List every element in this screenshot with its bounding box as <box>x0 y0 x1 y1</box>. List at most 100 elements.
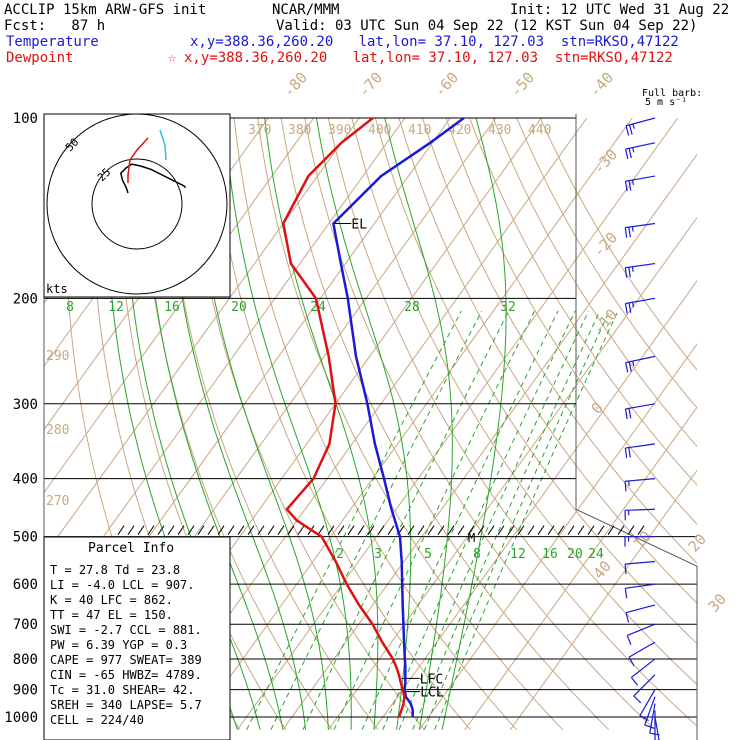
dry-adiabat-lines <box>65 117 697 731</box>
wind-barb-staff <box>625 142 656 150</box>
wind-barb-staff <box>625 297 656 305</box>
pressure-tick-label: 500 <box>13 530 38 546</box>
parcel-row: LI = -4.0 LCL = 907. <box>50 578 195 592</box>
dry-adiabat-line <box>210 117 471 731</box>
mixing-ratio-line <box>270 310 483 730</box>
mixing-ratio-label: 12 <box>510 547 526 562</box>
theta-label: 370 <box>248 123 271 138</box>
isotherm-line <box>373 280 697 730</box>
isotherm-label: -30 <box>590 145 622 177</box>
moist-adiabat-line <box>143 117 284 730</box>
pressure-tick-label: 300 <box>13 397 38 413</box>
wind-barb-flag <box>632 360 635 367</box>
parcel-row: K = 40 LFC = 862. <box>50 593 173 607</box>
wind-barb-staff <box>630 658 656 678</box>
theta-label-left: 270 <box>46 494 69 509</box>
hatch-mark <box>477 525 485 535</box>
isotherm-label: 0 <box>588 399 607 418</box>
hodograph-unit: kts <box>46 282 68 296</box>
moist-adiabat-line <box>315 117 412 730</box>
wind-legend-line2: 5 m s⁻¹ <box>645 97 687 108</box>
wind-barb-flag <box>628 361 632 372</box>
parcel-row: CAPE = 977 SWEAT= 389 <box>50 653 202 667</box>
hatch-mark <box>317 525 325 535</box>
mixing-ratio-line <box>246 310 462 730</box>
hatch-mark <box>507 525 515 535</box>
moist-adiabat-line <box>384 117 453 730</box>
forecast-hour: Fcst: 87 h <box>4 18 106 34</box>
wind-barb-flag <box>632 147 635 153</box>
mixing-ratio-label: 24 <box>588 547 604 562</box>
mixing-ratio-line <box>398 310 590 730</box>
temperature-location: x,y=388.36,260.20 lat,lon= 37.10, 127.03… <box>190 34 679 50</box>
mixing-ratio-line <box>423 310 610 730</box>
hodograph-low-level-trace <box>127 137 149 183</box>
isotherm-line <box>236 117 679 730</box>
isotherm-label: -50 <box>507 68 539 100</box>
moist-adiabat-line <box>264 117 379 730</box>
hatch-mark <box>537 525 545 535</box>
wind-barb-flag <box>624 564 627 575</box>
hatch-mark <box>487 525 495 535</box>
hatch-mark <box>637 525 645 535</box>
wind-barb-staff <box>625 583 656 589</box>
dry-adiabat-line <box>445 117 697 525</box>
pressure-tick-label: 700 <box>13 617 38 633</box>
mixing-ratio-line <box>434 310 619 730</box>
hatch-mark <box>467 525 475 535</box>
init-time: Init: 12 UTC Wed 31 Aug 22 <box>510 2 730 18</box>
wind-barb-flag <box>631 226 634 232</box>
mixing-ratio-line <box>382 310 576 730</box>
model-title: ACCLIP 15km ARW-GFS init <box>4 2 207 18</box>
wind-barb-flag <box>628 148 632 159</box>
wind-barb-flag <box>628 656 635 667</box>
dry-adiabat-line <box>186 117 425 731</box>
hatch-mark <box>567 525 575 535</box>
mixing-ratio-label: 8 <box>66 300 74 315</box>
wind-barb-flag <box>624 181 628 192</box>
wind-barb-staff <box>625 222 656 229</box>
parcel-box-frame <box>43 536 231 740</box>
theta-label-left: 280 <box>46 423 69 438</box>
mixing-ratio-label: 32 <box>500 300 516 315</box>
hatch-mark <box>417 525 425 535</box>
parcel-row: SWI = -2.7 CCL = 881. <box>50 623 202 637</box>
theta-label: 420 <box>448 123 471 138</box>
moist-adiabat-line <box>441 117 507 730</box>
wind-barb-flag <box>628 180 632 191</box>
mixing-ratio-line <box>302 310 510 730</box>
isotherm-label: 10 <box>630 527 655 552</box>
dry-adiabat-line <box>257 117 563 731</box>
wind-barb-flag <box>624 588 628 599</box>
hatch-mark <box>167 525 175 535</box>
hatch-mark <box>547 525 555 535</box>
mixing-ratio-label: 28 <box>404 300 420 315</box>
wind-legend-line1: Full barb: <box>642 88 702 99</box>
wind-barb-staff <box>624 508 656 511</box>
wind-barb-staff <box>654 716 660 740</box>
dry-adiabat-line <box>374 117 697 645</box>
theta-label-left: 290 <box>46 349 69 364</box>
hatch-mark <box>457 525 465 535</box>
pressure-tick-label: 100 <box>13 111 38 127</box>
pressure-tick-label: 400 <box>13 472 38 488</box>
parcel-info-box: Parcel Info T = 27.8 Td = 23.8LI = -4.0 L… <box>43 536 231 740</box>
hatch-mark <box>137 525 145 535</box>
wind-barb-staff <box>625 604 656 614</box>
theta-label: 390 <box>328 123 351 138</box>
sounding-traces <box>281 116 465 718</box>
wind-barb-staff <box>628 641 656 658</box>
wind-barb-staff <box>625 478 656 482</box>
hatch-mark <box>187 525 195 535</box>
hodograph-mid-level-trace <box>159 129 167 161</box>
dry-adiabat-line <box>469 117 697 486</box>
theta-label: 430 <box>488 123 511 138</box>
isotherm-label: 30 <box>705 590 730 615</box>
dry-adiabat-line <box>280 117 610 731</box>
hatch-mark <box>627 525 635 535</box>
hatch-mark <box>387 525 395 535</box>
isotherm-line <box>418 343 697 730</box>
hatch-mark <box>577 525 585 535</box>
